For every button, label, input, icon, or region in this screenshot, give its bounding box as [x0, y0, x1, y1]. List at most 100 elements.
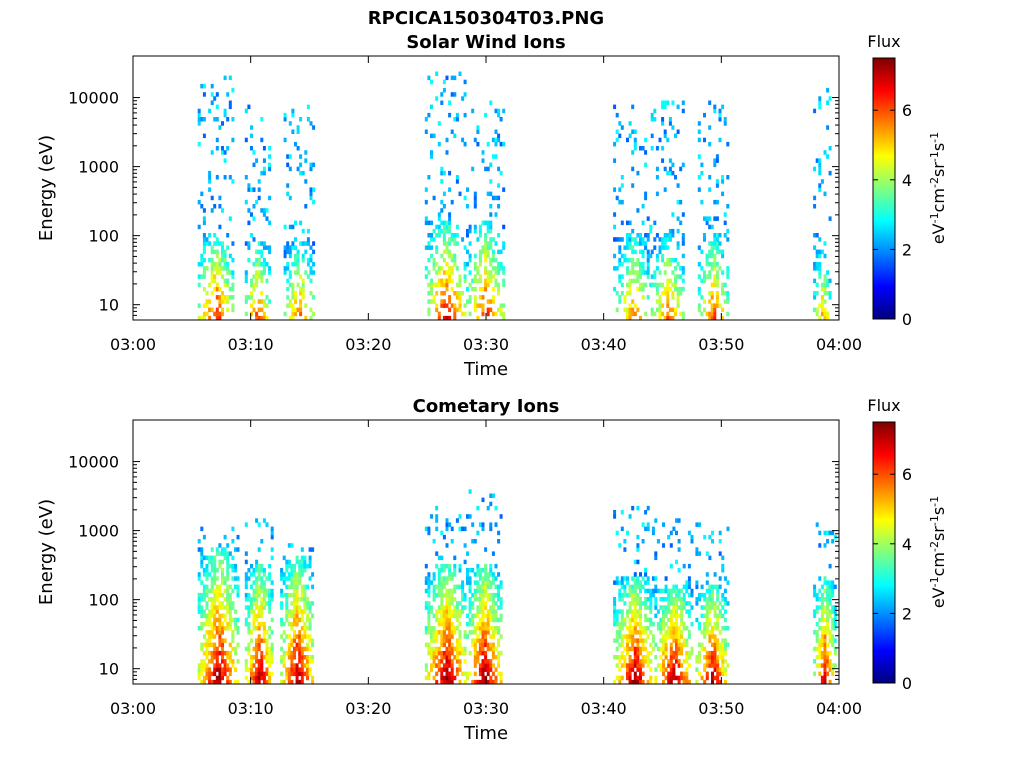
- heatmap-cell: [687, 609, 691, 614]
- heatmap-cell: [306, 642, 309, 648]
- heatmap-cell: [681, 237, 685, 242]
- heatmap-cell: [710, 245, 714, 250]
- heatmap-cell: [615, 609, 619, 614]
- heatmap-cell: [644, 646, 648, 652]
- heatmap-cell: [641, 282, 645, 288]
- heatmap-cell: [213, 241, 217, 246]
- heatmap-cell: [213, 592, 217, 598]
- heatmap-cell: [205, 630, 209, 635]
- heatmap-cell: [308, 563, 312, 569]
- heatmap-cell: [301, 228, 305, 234]
- heatmap-cell: [435, 650, 439, 656]
- heatmap-cell: [471, 617, 475, 623]
- heatmap-cell: [680, 597, 684, 602]
- heatmap-cell: [450, 75, 454, 81]
- heatmap-cell: [283, 311, 287, 317]
- heatmap-cell: [633, 129, 637, 134]
- heatmap-cell: [623, 307, 627, 313]
- heatmap-cell: [442, 204, 446, 209]
- heatmap-cell: [427, 605, 431, 610]
- heatmap-cell: [639, 262, 642, 267]
- heatmap-cell: [649, 597, 653, 602]
- heatmap-cell: [820, 299, 824, 304]
- heatmap-cell: [716, 671, 720, 677]
- heatmap-cell: [613, 510, 617, 515]
- heatmap-cell: [833, 609, 837, 614]
- heatmap-cell: [708, 605, 712, 610]
- heatmap-cell: [424, 663, 428, 668]
- heatmap-cell: [491, 295, 495, 300]
- heatmap-cell: [427, 257, 431, 263]
- heatmap-cell: [445, 224, 449, 230]
- heatmap-cell: [828, 663, 832, 668]
- heatmap-cell: [618, 245, 622, 250]
- heatmap-cell: [708, 609, 712, 614]
- heatmap-cell: [202, 286, 206, 292]
- heatmap-cell: [823, 286, 827, 292]
- heatmap-cell: [450, 257, 454, 263]
- heatmap-cell: [440, 291, 444, 296]
- heatmap-cell: [450, 588, 454, 594]
- colorbar-title: Flux: [867, 32, 900, 51]
- heatmap-cell: [226, 282, 230, 288]
- heatmap-cell: [200, 679, 204, 684]
- heatmap-cell: [646, 663, 650, 668]
- heatmap-cell: [646, 270, 650, 275]
- heatmap-cell: [713, 609, 717, 614]
- heatmap-cell: [636, 505, 640, 511]
- heatmap-cell: [499, 262, 503, 267]
- heatmap-cell: [713, 650, 717, 656]
- heatmap-cell: [675, 597, 678, 602]
- heatmap-cell: [435, 609, 439, 614]
- heatmap-cell: [442, 79, 446, 85]
- heatmap-cell: [677, 630, 681, 635]
- heatmap-cell: [615, 576, 619, 581]
- heatmap-cell: [641, 266, 645, 271]
- heatmap-cell: [644, 162, 648, 168]
- heatmap-cell: [448, 613, 452, 619]
- heatmap-cell: [213, 626, 217, 631]
- heatmap-cell: [205, 241, 209, 246]
- heatmap-cell: [679, 291, 683, 296]
- heatmap-cell: [499, 671, 503, 677]
- heatmap-cell: [628, 592, 632, 598]
- heatmap-cell: [633, 605, 637, 610]
- heatmap-cell: [458, 621, 462, 627]
- heatmap-cell: [669, 671, 673, 677]
- heatmap-cell: [823, 634, 827, 639]
- heatmap-cell: [613, 104, 617, 110]
- heatmap-cell: [427, 299, 431, 304]
- heatmap-cell: [663, 270, 667, 275]
- heatmap-cell: [432, 539, 436, 544]
- heatmap-cell: [260, 170, 264, 176]
- heatmap-cell: [711, 679, 714, 684]
- heatmap-cell: [633, 601, 637, 606]
- heatmap-cell: [218, 266, 222, 271]
- heatmap-cell: [823, 241, 827, 246]
- heatmap-cell: [715, 241, 719, 246]
- heatmap-cell: [636, 679, 640, 684]
- heatmap-cell: [244, 108, 248, 114]
- heatmap-cell: [458, 307, 462, 313]
- heatmap-cell: [262, 299, 266, 304]
- heatmap-cell: [312, 199, 316, 205]
- heatmap-cell: [674, 175, 677, 180]
- heatmap-cell: [705, 580, 709, 585]
- heatmap-cell: [226, 555, 230, 561]
- heatmap-cell: [721, 646, 725, 652]
- heatmap-cell: [218, 303, 222, 308]
- heatmap-cell: [252, 262, 256, 267]
- heatmap-cell: [282, 650, 286, 656]
- heatmap-cell: [698, 659, 701, 664]
- heatmap-cell: [473, 630, 477, 635]
- heatmap-cell: [823, 543, 827, 548]
- heatmap-cell: [221, 295, 224, 300]
- heatmap-cell: [820, 650, 824, 656]
- heatmap-cell: [703, 646, 707, 652]
- heatmap-cell: [481, 630, 485, 635]
- heatmap-cell: [427, 621, 431, 627]
- heatmap-cell: [828, 630, 832, 635]
- heatmap-cell: [293, 634, 296, 639]
- heatmap-cell: [450, 576, 454, 581]
- heatmap-cell: [205, 576, 209, 581]
